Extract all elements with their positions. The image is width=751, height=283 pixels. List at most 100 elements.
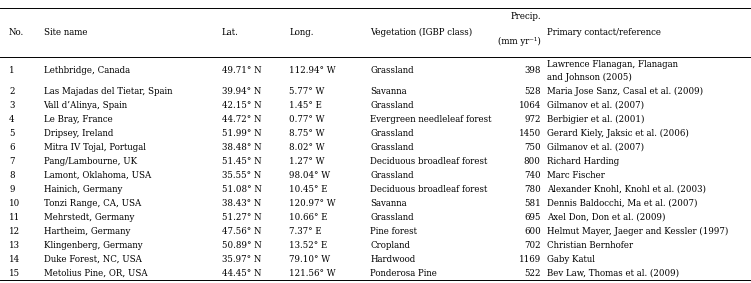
Text: Gaby Katul: Gaby Katul xyxy=(547,255,595,264)
Text: Berbigier et al. (2001): Berbigier et al. (2001) xyxy=(547,115,644,124)
Text: Ponderosa Pine: Ponderosa Pine xyxy=(370,269,437,278)
Text: 8.75° W: 8.75° W xyxy=(289,129,324,138)
Text: 50.89° N: 50.89° N xyxy=(222,241,261,250)
Text: 98.04° W: 98.04° W xyxy=(289,171,330,180)
Text: 528: 528 xyxy=(524,87,541,96)
Text: 42.15° N: 42.15° N xyxy=(222,101,261,110)
Text: 972: 972 xyxy=(524,115,541,124)
Text: 35.55° N: 35.55° N xyxy=(222,171,261,180)
Text: Gilmanov et al. (2007): Gilmanov et al. (2007) xyxy=(547,143,644,152)
Text: Savanna: Savanna xyxy=(370,199,407,208)
Text: 1.45° E: 1.45° E xyxy=(289,101,322,110)
Text: 13: 13 xyxy=(9,241,20,250)
Text: 581: 581 xyxy=(524,199,541,208)
Text: (mm yr⁻¹): (mm yr⁻¹) xyxy=(498,37,541,46)
Text: Maria Jose Sanz, Casal et al. (2009): Maria Jose Sanz, Casal et al. (2009) xyxy=(547,87,703,96)
Text: Deciduous broadleaf forest: Deciduous broadleaf forest xyxy=(370,157,487,166)
Text: Gilmanov et al. (2007): Gilmanov et al. (2007) xyxy=(547,101,644,110)
Text: 8: 8 xyxy=(9,171,14,180)
Text: Dennis Baldocchi, Ma et al. (2007): Dennis Baldocchi, Ma et al. (2007) xyxy=(547,199,697,208)
Text: 49.71° N: 49.71° N xyxy=(222,66,261,75)
Text: 51.45° N: 51.45° N xyxy=(222,157,261,166)
Text: 44.45° N: 44.45° N xyxy=(222,269,261,278)
Text: 398: 398 xyxy=(524,66,541,75)
Text: Las Majadas del Tietar, Spain: Las Majadas del Tietar, Spain xyxy=(44,87,172,96)
Text: 121.56° W: 121.56° W xyxy=(289,269,336,278)
Text: 1450: 1450 xyxy=(518,129,541,138)
Text: Grassland: Grassland xyxy=(370,101,414,110)
Text: 8.02° W: 8.02° W xyxy=(289,143,324,152)
Text: Precip.: Precip. xyxy=(510,12,541,22)
Text: Christian Bernhofer: Christian Bernhofer xyxy=(547,241,633,250)
Text: 1.27° W: 1.27° W xyxy=(289,157,324,166)
Text: Klingenberg, Germany: Klingenberg, Germany xyxy=(44,241,142,250)
Text: Grassland: Grassland xyxy=(370,143,414,152)
Text: Metolius Pine, OR, USA: Metolius Pine, OR, USA xyxy=(44,269,147,278)
Text: and Johnson (2005): and Johnson (2005) xyxy=(547,72,632,82)
Text: Le Bray, France: Le Bray, France xyxy=(44,115,113,124)
Text: 800: 800 xyxy=(524,157,541,166)
Text: 5: 5 xyxy=(9,129,14,138)
Text: Pine forest: Pine forest xyxy=(370,227,418,236)
Text: Axel Don, Don et al. (2009): Axel Don, Don et al. (2009) xyxy=(547,213,665,222)
Text: Long.: Long. xyxy=(289,28,314,37)
Text: 702: 702 xyxy=(524,241,541,250)
Text: Gerard Kiely, Jaksic et al. (2006): Gerard Kiely, Jaksic et al. (2006) xyxy=(547,129,689,138)
Text: Helmut Mayer, Jaeger and Kessler (1997): Helmut Mayer, Jaeger and Kessler (1997) xyxy=(547,227,728,236)
Text: 1064: 1064 xyxy=(518,101,541,110)
Text: 51.08° N: 51.08° N xyxy=(222,185,261,194)
Text: 7: 7 xyxy=(9,157,14,166)
Text: Savanna: Savanna xyxy=(370,87,407,96)
Text: 79.10° W: 79.10° W xyxy=(289,255,330,264)
Text: 1169: 1169 xyxy=(518,255,541,264)
Text: Lat.: Lat. xyxy=(222,28,238,37)
Text: 47.56° N: 47.56° N xyxy=(222,227,261,236)
Text: Duke Forest, NC, USA: Duke Forest, NC, USA xyxy=(44,255,141,264)
Text: 15: 15 xyxy=(9,269,20,278)
Text: Primary contact/reference: Primary contact/reference xyxy=(547,28,661,37)
Text: Mehrstedt, Germany: Mehrstedt, Germany xyxy=(44,213,134,222)
Text: 10.66° E: 10.66° E xyxy=(289,213,327,222)
Text: 0.77° W: 0.77° W xyxy=(289,115,324,124)
Text: Grassland: Grassland xyxy=(370,129,414,138)
Text: 10.45° E: 10.45° E xyxy=(289,185,327,194)
Text: Hardwood: Hardwood xyxy=(370,255,415,264)
Text: Hainich, Germany: Hainich, Germany xyxy=(44,185,122,194)
Text: Mitra IV Tojal, Portugal: Mitra IV Tojal, Portugal xyxy=(44,143,146,152)
Text: Vall d’Alinya, Spain: Vall d’Alinya, Spain xyxy=(44,101,128,110)
Text: Hartheim, Germany: Hartheim, Germany xyxy=(44,227,130,236)
Text: Tonzi Range, CA, USA: Tonzi Range, CA, USA xyxy=(44,199,140,208)
Text: 11: 11 xyxy=(9,213,20,222)
Text: 38.48° N: 38.48° N xyxy=(222,143,261,152)
Text: Pang/Lambourne, UK: Pang/Lambourne, UK xyxy=(44,157,137,166)
Text: 695: 695 xyxy=(524,213,541,222)
Text: Site name: Site name xyxy=(44,28,87,37)
Text: 740: 740 xyxy=(524,171,541,180)
Text: 39.94° N: 39.94° N xyxy=(222,87,261,96)
Text: 10: 10 xyxy=(9,199,20,208)
Text: 35.97° N: 35.97° N xyxy=(222,255,261,264)
Text: 6: 6 xyxy=(9,143,14,152)
Text: Deciduous broadleaf forest: Deciduous broadleaf forest xyxy=(370,185,487,194)
Text: Grassland: Grassland xyxy=(370,171,414,180)
Text: 44.72° N: 44.72° N xyxy=(222,115,261,124)
Text: 12: 12 xyxy=(9,227,20,236)
Text: 750: 750 xyxy=(524,143,541,152)
Text: Lawrence Flanagan, Flanagan: Lawrence Flanagan, Flanagan xyxy=(547,60,677,69)
Text: 51.27° N: 51.27° N xyxy=(222,213,261,222)
Text: Grassland: Grassland xyxy=(370,66,414,75)
Text: 1: 1 xyxy=(9,66,14,75)
Text: 112.94° W: 112.94° W xyxy=(289,66,336,75)
Text: 38.43° N: 38.43° N xyxy=(222,199,261,208)
Text: 7.37° E: 7.37° E xyxy=(289,227,321,236)
Text: 13.52° E: 13.52° E xyxy=(289,241,327,250)
Text: Marc Fischer: Marc Fischer xyxy=(547,171,605,180)
Text: 4: 4 xyxy=(9,115,14,124)
Text: No.: No. xyxy=(9,28,24,37)
Text: Cropland: Cropland xyxy=(370,241,410,250)
Text: 600: 600 xyxy=(524,227,541,236)
Text: Lamont, Oklahoma, USA: Lamont, Oklahoma, USA xyxy=(44,171,151,180)
Text: 14: 14 xyxy=(9,255,20,264)
Text: 522: 522 xyxy=(524,269,541,278)
Text: 120.97° W: 120.97° W xyxy=(289,199,336,208)
